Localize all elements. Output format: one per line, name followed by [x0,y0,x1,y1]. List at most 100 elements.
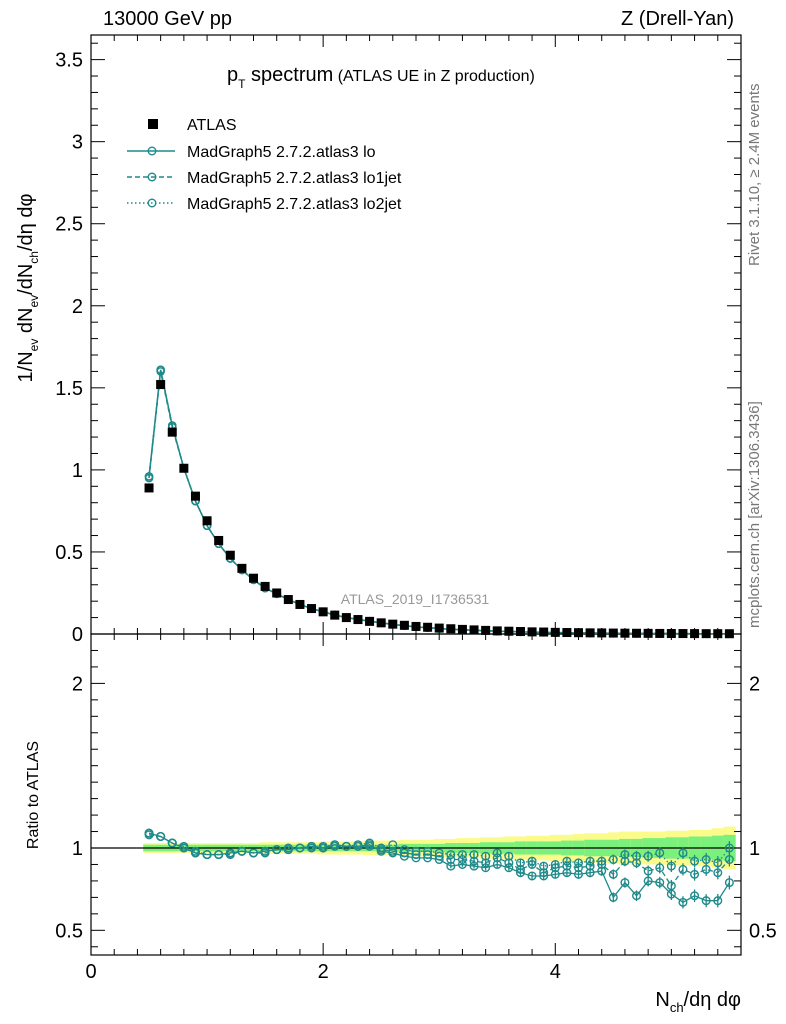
data-point [318,607,328,617]
ratio-mc-point [724,878,734,888]
ratio-mc-point [655,878,665,888]
ratio-mc-point [585,856,595,866]
data-point [214,535,224,545]
data-point [434,623,444,633]
energy-label: 13000 GeV pp [103,8,232,30]
ratio-mc-point [713,858,723,868]
data-point [330,610,340,620]
legend-label: MadGraph5 2.7.2.atlas3 lo2jet [187,196,402,213]
data-point [492,626,502,636]
ratio-mc-point [620,850,630,860]
data-point [365,616,375,626]
ratio-mc-point [666,881,676,891]
data-point [156,380,166,390]
ratio-mc-point [492,848,502,858]
ratio-mc-point [643,876,653,886]
ratio-mc-point [295,843,305,853]
analysis-label: ATLAS_2019_I1736531 [341,591,490,607]
ratio-mc-point [167,838,177,848]
mc-point [144,472,154,481]
ratio-mc-point [179,841,189,851]
data-point [225,550,235,560]
ratio-mc-point [690,891,700,901]
data-point [608,628,618,638]
ratio-mc-point [156,831,166,841]
data-point [272,588,282,598]
ratio-mc-point [272,845,282,855]
y-tick-label: 3.5 [55,50,83,72]
ratio-mc-point [690,856,700,866]
data-point [713,629,723,639]
data-point [457,624,467,634]
ratio-mc-point [446,861,456,871]
ratio-mc-point [399,848,409,858]
data-point [585,628,595,638]
ratio-y-tick-label-right: 2 [749,673,760,695]
y-tick-label: 0.5 [55,542,83,564]
ratio-mc-point [411,853,421,863]
data-point [562,628,572,638]
data-point [411,621,421,631]
data-point [307,604,317,614]
ratio-mc-point [574,858,584,868]
ratio-y-tick-label: 2 [72,673,83,695]
x-tick-label: 4 [550,961,561,983]
ratio-y-tick-label-right: 0.5 [749,920,777,942]
data-point [527,627,537,637]
ratio-mc-point [434,851,444,861]
ratio-mc-point [550,859,560,869]
data-point [539,627,549,637]
ratio-y-tick-label-right: 1 [749,838,760,860]
data-point [190,491,200,501]
legend-label: MadGraph5 2.7.2.atlas3 lo [187,144,376,161]
data-point [237,563,247,573]
ratio-mc-point [724,855,734,865]
y-tick-label: 3 [72,132,83,154]
data-point [179,463,189,473]
legend-marker-mc [147,146,157,156]
ratio-mc-point [446,850,456,860]
ratio-mc-point [283,843,293,853]
data-point [353,615,363,625]
data-point [249,573,258,583]
data-point [202,516,212,526]
ratio-mc-point [666,861,676,871]
ratio-mc-point [353,840,363,850]
ratio-mc-point [457,850,467,860]
data-point [666,629,676,639]
data-point [481,625,491,635]
data-point [423,622,433,632]
ratio-mc-point [713,896,723,906]
ratio-mc-point [341,841,351,851]
y-tick-label: 1.5 [55,378,83,400]
ratio-mc-point [597,856,607,866]
data-point [399,620,409,630]
ratio-mc-point [318,841,328,851]
ratio-mc-point [225,848,235,858]
data-point [724,629,734,639]
ratio-mc-point [701,896,711,906]
data-point [341,613,351,623]
ratio-mc-point [527,871,537,881]
ratio-mc-point [701,855,711,865]
data-point [388,619,398,629]
data-point [597,628,607,638]
legend-marker-mc [147,198,157,208]
ratio-mc-point [330,840,340,850]
ratio-mc-point [365,841,375,851]
data-point [550,627,560,637]
ratio-mc-point [655,863,665,873]
ratio-mc-point [388,840,398,850]
legend-label: ATLAS [187,117,237,134]
chart-title: pT spectrum (ATLAS UE in Z production) [227,64,535,91]
ratio-mc-point [608,892,618,902]
ratio-mc-point [690,869,700,879]
ratio-mc-point [144,828,154,838]
ratio-mc-point [411,846,421,856]
ratio-mc-point [678,897,688,907]
data-point [295,599,305,609]
ratio-mc-point [376,843,386,853]
ratio-mc-point [423,850,433,860]
ratio-mc-point [248,848,258,858]
data-point [376,618,386,628]
